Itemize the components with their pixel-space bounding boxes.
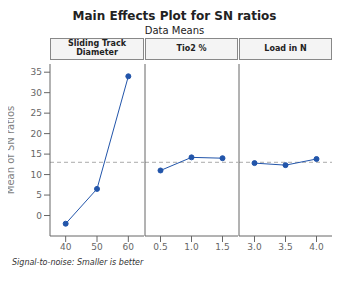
svg-text:4.0: 4.0 [309, 242, 324, 252]
svg-text:3.0: 3.0 [247, 242, 262, 252]
html-text:Tio2 %: Tio2 % [176, 43, 207, 53]
svg-text:5: 5 [36, 190, 42, 200]
svg-text:20: 20 [31, 129, 43, 139]
svg-text:0.5: 0.5 [153, 242, 167, 252]
svg-text:10: 10 [31, 170, 43, 180]
svg-text:1.0: 1.0 [184, 242, 199, 252]
svg-text:30: 30 [31, 88, 43, 98]
html-text:Load in N: Load in N [264, 43, 307, 53]
html-text:Sliding Track Diameter: Sliding Track Diameter [68, 39, 126, 57]
svg-text:1.5: 1.5 [215, 242, 229, 252]
svg-text:25: 25 [31, 108, 42, 118]
html-text:Signal-to-noise: Smaller is be: Signal-to-noise: Smaller is better [12, 258, 144, 267]
html-text:Data Means: Data Means [144, 25, 205, 36]
html-text:Main Effects Plot for SN ratio: Main Effects Plot for SN ratios [72, 9, 277, 23]
svg-text:15: 15 [31, 149, 42, 159]
svg-text:35: 35 [31, 67, 42, 77]
svg-text:60: 60 [123, 242, 135, 252]
svg-text:3.5: 3.5 [278, 242, 292, 252]
svg-text:Mean of SN ratios: Mean of SN ratios [8, 106, 16, 195]
svg-text:40: 40 [60, 242, 72, 252]
svg-text:0: 0 [36, 211, 42, 221]
svg-text:50: 50 [91, 242, 103, 252]
